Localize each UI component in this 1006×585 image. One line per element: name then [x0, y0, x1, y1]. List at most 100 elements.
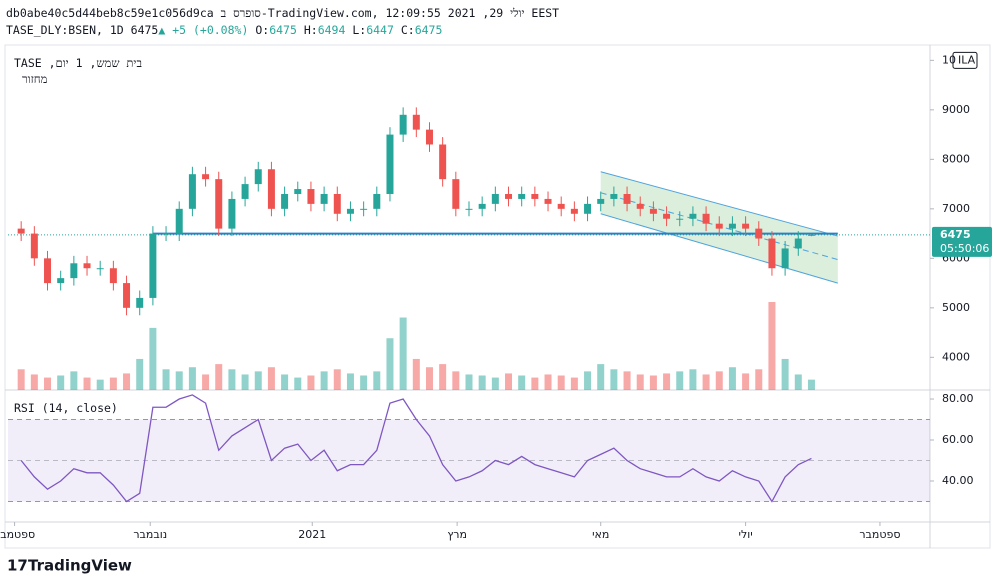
l-value: 6447: [366, 23, 394, 37]
header-line: db0abe40c5d44beb8c59e1c056d9ca סופרס ב-T…: [6, 6, 560, 20]
volume-bar: [346, 373, 354, 390]
candle-body: [228, 198, 236, 229]
volume-bar: [228, 369, 236, 390]
volume-bar: [465, 374, 473, 390]
volume-bar: [676, 371, 684, 390]
candle-body: [636, 203, 644, 209]
volume-bar: [623, 371, 631, 390]
candle-body: [544, 198, 552, 204]
volume-bar: [557, 375, 565, 390]
volume-bar: [267, 367, 275, 390]
candle-body: [702, 213, 710, 224]
candle-body: [57, 278, 65, 284]
candle-body: [30, 233, 38, 259]
volume-bar: [57, 375, 65, 390]
volume-bar: [215, 364, 223, 390]
rsi-tick-label: 80.00: [942, 392, 974, 405]
candle-body: [676, 218, 684, 220]
price-badge-value: 6475: [940, 228, 971, 241]
candle-body: [149, 233, 157, 298]
candle-body: [584, 203, 592, 214]
volume-bar: [663, 373, 671, 390]
change: +5 (+0.08%): [172, 23, 249, 37]
volume-bar: [781, 358, 789, 390]
candle-body: [742, 223, 750, 229]
volume-bar: [307, 375, 315, 390]
candle-body: [360, 208, 368, 210]
y-tick-label: 9000: [942, 103, 970, 116]
volume-bar: [649, 375, 657, 390]
volume-bar: [241, 374, 249, 390]
candle-body: [399, 114, 407, 135]
unit-badge: ILA: [958, 53, 976, 66]
volume-bar: [794, 374, 802, 390]
candle-body: [320, 193, 328, 204]
candle-body: [109, 268, 117, 284]
candle-body: [715, 223, 723, 229]
candle-body: [281, 193, 289, 209]
l-label: L:: [352, 23, 367, 37]
candle-body: [254, 169, 262, 185]
candle-body: [465, 208, 473, 210]
candle-body: [123, 283, 131, 308]
brand-logo: 17: [7, 557, 28, 575]
rsi-line: [20, 394, 812, 503]
candle-body: [807, 234, 815, 236]
channel-line: [600, 171, 838, 237]
volume-bar: [728, 367, 736, 390]
symbol: TASE_DLY:BSEN, 1D: [6, 23, 124, 37]
h-value: 6494: [317, 23, 346, 37]
candle-body: [373, 193, 381, 209]
volume-bar: [452, 371, 460, 390]
volume-bar: [755, 369, 763, 390]
candle-body: [794, 238, 802, 249]
x-tick-label: ספטמבר: [859, 528, 900, 541]
volume-bar: [149, 327, 157, 390]
volume-bar: [439, 364, 447, 390]
y-tick-label: 10: [942, 53, 956, 66]
volume-bar: [136, 358, 144, 390]
volume-bar: [478, 375, 486, 390]
candle-body: [597, 198, 605, 204]
candle-body: [267, 169, 275, 209]
volume-bar: [505, 373, 513, 390]
candle-body: [425, 129, 433, 145]
o-label: O:: [255, 23, 270, 37]
volume-bar: [702, 374, 710, 390]
volume-bar: [188, 367, 196, 390]
candle-body: [505, 193, 513, 199]
volume-bar: [636, 374, 644, 390]
rsi-legend: RSI (14, close): [14, 401, 118, 415]
volume-bar: [531, 377, 539, 390]
candle-body: [175, 208, 183, 234]
h-label: H:: [303, 23, 318, 37]
volume-bar: [17, 369, 25, 390]
volume-bar: [399, 317, 407, 390]
candle-body: [333, 193, 341, 214]
volume-bar: [30, 374, 38, 390]
candle-body: [96, 268, 104, 270]
candle-body: [294, 189, 302, 194]
price-badge: [932, 226, 992, 257]
rsi-tick-label: 60.00: [942, 433, 974, 446]
volume-bar: [281, 374, 289, 390]
volume-bar: [162, 369, 170, 390]
volume-bar: [254, 371, 262, 390]
volume-bar: [109, 377, 117, 390]
volume-bar: [689, 369, 697, 390]
channel-line: [600, 213, 838, 284]
y-tick-label: 7000: [942, 202, 970, 215]
volume-bar: [96, 379, 104, 390]
candle-body: [136, 297, 144, 308]
pane-legend: בית שמש, 1 יום, TASE: [14, 56, 142, 70]
candle-body: [781, 248, 789, 269]
c-value: 6475: [414, 23, 443, 37]
volume-bar: [570, 377, 578, 390]
brand: TradingView: [28, 557, 132, 575]
volume-bar: [373, 371, 381, 390]
x-tick-label: נובמבר: [133, 528, 167, 541]
volume-bar: [491, 377, 499, 390]
arrow-icon: ▲: [158, 23, 166, 37]
volume-bar: [333, 369, 341, 390]
candle-body: [83, 263, 91, 269]
